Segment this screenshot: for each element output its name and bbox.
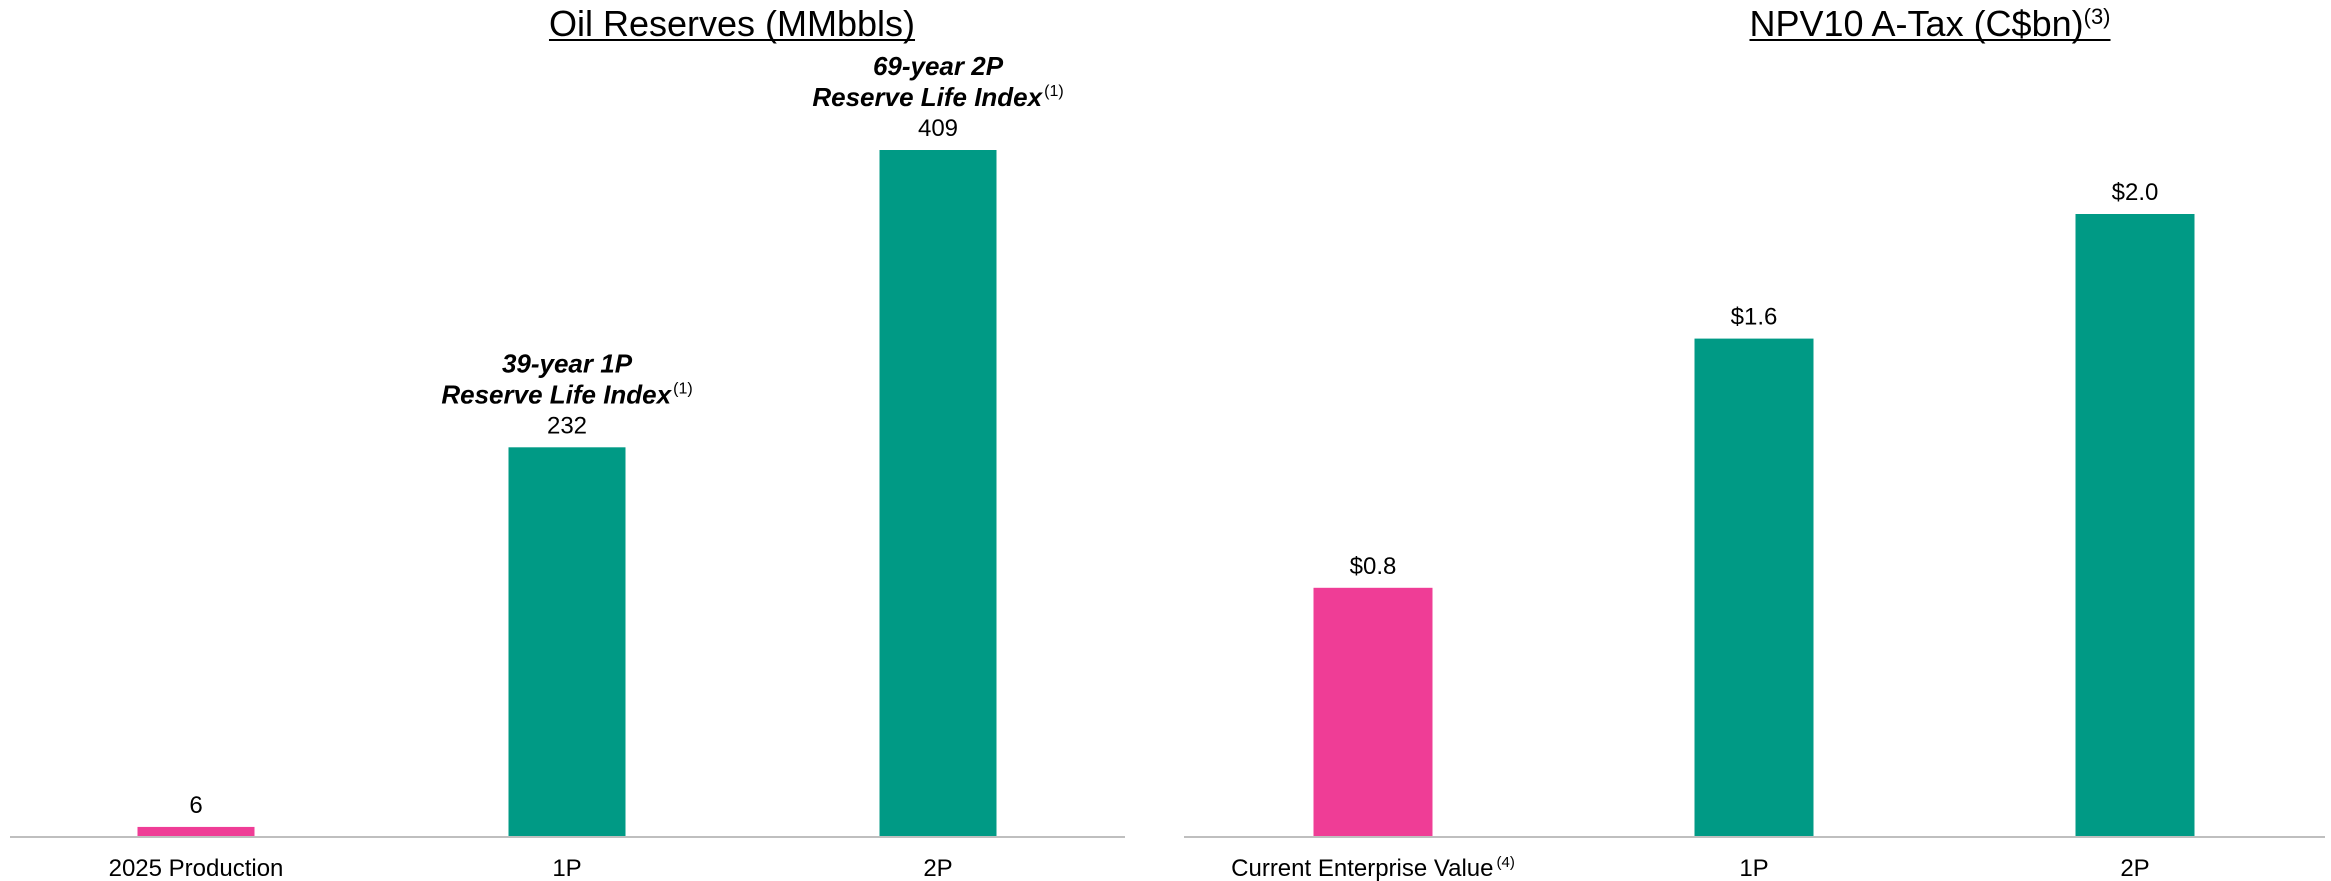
- npv10-category-label-current-enterprise-value: Current Enterprise Value (4): [1231, 854, 1515, 881]
- npv10-category-label-1p: 1P: [1739, 855, 1768, 881]
- oil-reserves-value-label-2025-production: 6: [189, 792, 202, 819]
- npv10-title-footnote: (3): [2084, 4, 2111, 29]
- oil-reserves-bar-2025-production: [137, 826, 255, 837]
- oil-reserves-chart-svg: Oil Reserves (MMbbls) 6 2025 Production 232…: [10, 3, 1125, 881]
- oil-reserves-category-label-2025-production: 2025 Production: [109, 855, 284, 881]
- oil-reserves-chart: Oil Reserves (MMbbls) 6 2025 Production 232…: [0, 0, 1140, 881]
- npv10-bar-1p: [1694, 338, 1814, 837]
- oil-reserves-bar-1p: [508, 447, 626, 837]
- oil-reserves-annotation-2p-line-1: 69-year 2P: [873, 51, 1004, 81]
- oil-reserves-annotation-2p-line-2: Reserve Life Index (1): [812, 82, 1063, 112]
- oil-reserves-annotation-1p-line-1: 39-year 1P: [502, 348, 633, 378]
- oil-reserves-title: Oil Reserves (MMbbls): [549, 3, 915, 44]
- npv10-category-label-2p: 2P: [2120, 855, 2149, 881]
- oil-reserves-category-label-1p: 1P: [552, 855, 581, 881]
- npv10-value-label-current-enterprise-value: $0.8: [1350, 553, 1397, 580]
- npv10-value-label-1p: $1.6: [1731, 304, 1778, 331]
- oil-reserves-annotation-1p-line-2: Reserve Life Index (1): [441, 379, 692, 409]
- npv10-value-label-2p: $2.0: [2112, 179, 2159, 206]
- oil-reserves-category-label-2p: 2P: [923, 855, 952, 881]
- oil-reserves-value-label-2p: 409: [918, 115, 958, 142]
- oil-reserves-value-label-1p: 232: [547, 412, 587, 439]
- npv10-bar-2p: [2075, 214, 2195, 837]
- npv10-chart: NPV10 A-Tax (C$bn)(3) $0.8 Current Enterpr…: [1180, 0, 2331, 881]
- npv10-chart-svg: NPV10 A-Tax (C$bn)(3) $0.8 Current Enterpr…: [1184, 3, 2325, 881]
- npv10-title: NPV10 A-Tax (C$bn)(3): [1749, 3, 2110, 44]
- oil-reserves-bar-2p: [879, 150, 997, 837]
- npv10-bar-current-enterprise-value: [1313, 587, 1433, 837]
